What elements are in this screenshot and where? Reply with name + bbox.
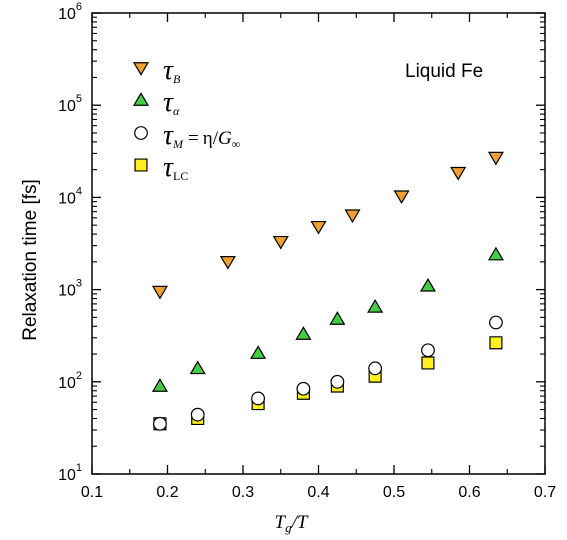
data-point-triangle-up: [487, 246, 504, 261]
data-point-circle: [489, 315, 503, 330]
data-point-circle: [251, 391, 266, 406]
legend-marker-tau-alpha: [132, 92, 150, 106]
legend: τB τα τM = η/G∞ τLC: [132, 55, 240, 183]
data-point-triangle-up: [250, 345, 267, 359]
x-axis-label-sub: g: [285, 520, 292, 535]
x-tick-label: 0.7: [534, 484, 556, 501]
legend-entry-tau-lc: τLC: [134, 152, 188, 183]
y-tick-label: 102: [58, 370, 82, 392]
data-point-triangle-down: [272, 235, 289, 250]
x-axis-label-main: T: [275, 512, 287, 533]
data-point-triangle-up: [367, 299, 384, 313]
legend-entry-tau-alpha: τα: [132, 87, 180, 118]
legend-marker-tau-lc: [134, 158, 148, 172]
data-point-circle: [296, 381, 311, 396]
data-point-circle: [190, 407, 205, 422]
data-point-triangle-down: [393, 190, 410, 205]
x-tick-label: 0.6: [458, 484, 480, 501]
data-point-triangle-down: [310, 220, 327, 235]
data-point-triangle-down: [344, 209, 361, 224]
plot-area-border: [91, 12, 546, 475]
data-point-triangle-down: [151, 285, 168, 300]
data-point-square: [489, 336, 503, 350]
data-point-circle: [421, 343, 435, 358]
annotation-liquid-fe: Liquid Fe: [405, 61, 483, 82]
data-point-square: [421, 356, 435, 370]
data-point-triangle-up: [419, 277, 437, 292]
x-tick-label: 0.5: [383, 484, 405, 501]
legend-entry-tau-m: τM = η/G∞: [134, 120, 240, 151]
data-point-circle: [368, 361, 383, 376]
x-axis-label: Tg/T: [275, 512, 309, 535]
y-axis-label: Relaxation time [fs]: [20, 179, 41, 341]
data-point-triangle-up: [189, 360, 206, 375]
data-point-triangle-down: [487, 151, 504, 166]
legend-entry-tau-b: τB: [132, 55, 181, 86]
legend-label-tau-b: τB: [163, 55, 181, 86]
x-axis-label-rest: /T: [291, 512, 309, 533]
data-point-triangle-down: [450, 166, 467, 181]
legend-label-tau-lc: τLC: [163, 152, 188, 183]
data-point-triangle-up: [295, 326, 312, 340]
x-tick-label: 0.2: [156, 484, 178, 501]
y-tick-label: 104: [58, 185, 82, 207]
legend-marker-tau-b: [132, 62, 150, 76]
data-points: [151, 151, 504, 431]
data-point-triangle-down: [219, 255, 236, 270]
x-tick-label: 0.1: [81, 484, 103, 501]
legend-marker-tau-m: [134, 126, 148, 140]
x-tick-label: 0.3: [232, 484, 254, 501]
data-point-circle: [330, 374, 345, 389]
y-tick-label: 103: [58, 278, 82, 300]
y-tick-label: 106: [58, 1, 82, 23]
data-point-circle: [153, 416, 167, 431]
y-tick-label: 105: [58, 93, 82, 115]
x-axis-ticks: 0.1 0.2 0.3 0.4 0.5 0.6 0.7: [81, 13, 556, 501]
x-tick-label: 0.4: [307, 484, 329, 501]
data-point-triangle-up: [329, 311, 346, 325]
plot-frame: [91, 12, 546, 475]
y-axis-ticks: 101 102 103 104 105 106: [58, 1, 545, 484]
legend-label-tau-m: τM = η/G∞: [163, 120, 240, 151]
data-point-triangle-up: [151, 378, 168, 392]
y-tick-label: 101: [58, 462, 82, 484]
legend-label-tau-alpha: τα: [163, 87, 180, 118]
